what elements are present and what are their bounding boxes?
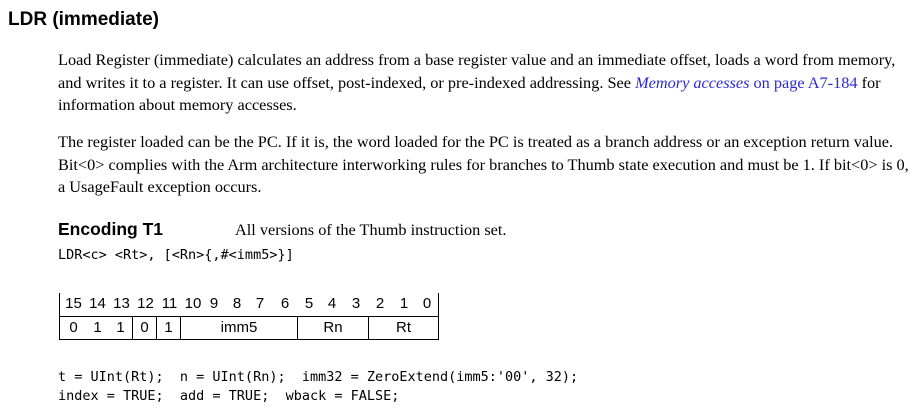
diagram-row-separator: [59, 316, 439, 317]
bit-number: 12: [137, 295, 154, 312]
field-divider: [132, 316, 133, 339]
bit-number: 7: [255, 295, 265, 312]
field-bit-value: 0: [69, 319, 78, 336]
bit-number: 9: [209, 295, 219, 312]
bit-number: 13: [113, 295, 130, 312]
bit-number: 2: [375, 295, 385, 312]
field-bit-value: 1: [116, 319, 125, 336]
page-title: LDR (immediate): [8, 9, 159, 30]
bit-number: 4: [327, 295, 337, 312]
bit-number: 1: [399, 295, 409, 312]
diagram-bottom-border: [59, 339, 439, 340]
field-bit-value: 1: [93, 319, 102, 336]
bit-number: 3: [351, 295, 361, 312]
field-rt: Rt: [396, 319, 411, 336]
description-paragraph: Load Register (immediate) calculates an …: [58, 49, 916, 117]
bit-number: 10: [184, 295, 202, 312]
field-rn: Rn: [323, 319, 343, 336]
memory-accesses-link[interactable]: Memory accesses: [635, 72, 750, 92]
page-reference-link[interactable]: on page A7-184: [749, 72, 858, 92]
bit-number: 14: [89, 295, 106, 312]
description-text-end: for information about memory accesses.: [58, 72, 881, 115]
pseudocode-line: t = UInt(Rt); n = UInt(Rn); imm32 = Zero…: [58, 369, 579, 385]
field-divider: [156, 316, 157, 339]
field-divider: [297, 316, 298, 339]
bit-number: 15: [65, 295, 82, 312]
encoding-description: All versions of the Thumb instruction se…: [235, 220, 507, 239]
bit-number: 6: [280, 295, 290, 312]
field-divider: [368, 316, 369, 339]
field-divider: [180, 316, 181, 339]
bit-number: 11: [161, 295, 178, 312]
field-bit-value: 1: [164, 319, 173, 336]
bit-number: 8: [232, 295, 242, 312]
encoding-syntax: LDR<c> <Rt>, [<Rn>{,#<imm5>}]: [58, 247, 294, 263]
bit-number: 5: [304, 295, 314, 312]
bit-number: 0: [422, 295, 432, 312]
pc-note-paragraph: The register loaded can be the PC. If it…: [58, 132, 909, 196]
field-bit-value: 0: [140, 319, 149, 336]
field-imm5: imm5: [220, 319, 258, 336]
description-text: Load Register (immediate) calculates an …: [58, 50, 896, 92]
pseudocode-line: index = TRUE; add = TRUE; wback = FALSE;: [58, 388, 400, 404]
encoding-heading: Encoding T1: [58, 219, 163, 239]
